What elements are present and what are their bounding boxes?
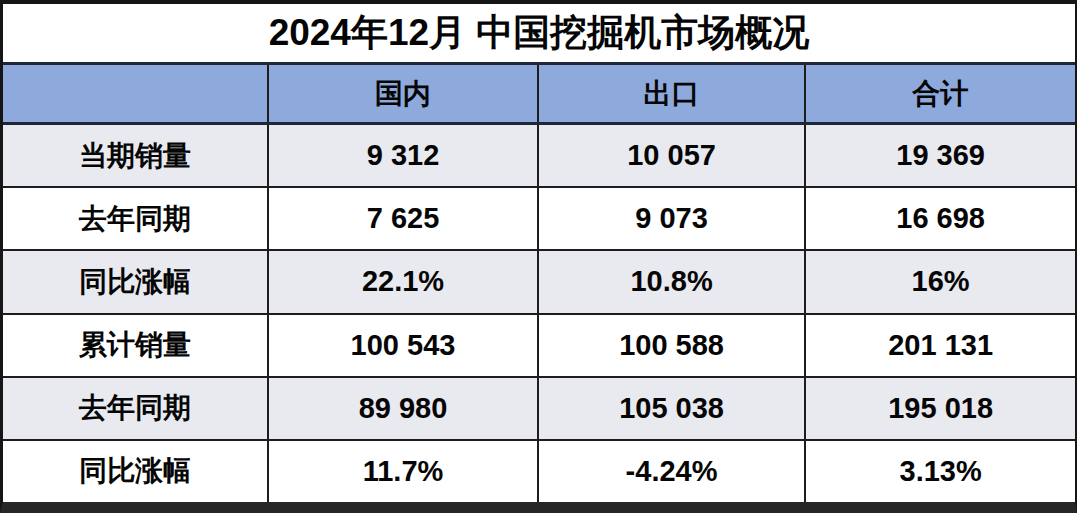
- table-row-yoy-change: 同比涨幅 22.1% 10.8% 16%: [3, 249, 1075, 312]
- column-header-domestic: 国内: [267, 65, 537, 122]
- table-row-current-sales: 当期销量 9 312 10 057 19 369: [3, 125, 1075, 186]
- screenshot-stage: 2024年12月 中国挖掘机市场概况 国内 出口 合计 当期销量 9 312 1…: [0, 0, 1080, 513]
- table-cell: 16%: [804, 251, 1075, 312]
- table-cell: 201 131: [804, 315, 1075, 376]
- table-cell: 100 588: [537, 315, 804, 376]
- column-header-blank: [3, 65, 267, 122]
- page-title: 2024年12月 中国挖掘机市场概况: [269, 8, 810, 58]
- table-cell: 22.1%: [267, 251, 537, 312]
- table-cell: -4.24%: [537, 441, 804, 502]
- table-cell: 10.8%: [537, 251, 804, 312]
- table-cell: 19 369: [804, 125, 1075, 186]
- column-header-total: 合计: [804, 65, 1075, 122]
- row-label: 当期销量: [3, 125, 267, 186]
- table-cell: 7 625: [267, 188, 537, 249]
- table-cell: 89 980: [267, 378, 537, 439]
- table-cell: 10 057: [537, 125, 804, 186]
- market-overview-table: 2024年12月 中国挖掘机市场概况 国内 出口 合计 当期销量 9 312 1…: [0, 0, 1077, 513]
- row-label: 同比涨幅: [3, 251, 267, 312]
- table-row-cumulative-yoy-change: 同比涨幅 11.7% -4.24% 3.13%: [3, 439, 1075, 502]
- table-title-row: 2024年12月 中国挖掘机市场概况: [3, 4, 1075, 62]
- table-cell: 9 312: [267, 125, 537, 186]
- row-label: 去年同期: [3, 378, 267, 439]
- table-cell: 11.7%: [267, 441, 537, 502]
- row-label: 同比涨幅: [3, 441, 267, 502]
- table-row-cumulative-sales: 累计销量 100 543 100 588 201 131: [3, 313, 1075, 376]
- column-header-export: 出口: [537, 65, 804, 122]
- table-cell: 100 543: [267, 315, 537, 376]
- table-header-row: 国内 出口 合计: [3, 62, 1075, 125]
- table-row-last-year-cumulative: 去年同期 89 980 105 038 195 018: [3, 376, 1075, 439]
- table-cell: 105 038: [537, 378, 804, 439]
- table-cell: 9 073: [537, 188, 804, 249]
- row-label: 累计销量: [3, 315, 267, 376]
- table-cell: 16 698: [804, 188, 1075, 249]
- table-cell: 195 018: [804, 378, 1075, 439]
- table-row-last-year-period: 去年同期 7 625 9 073 16 698: [3, 186, 1075, 249]
- table-cell: 3.13%: [804, 441, 1075, 502]
- row-label: 去年同期: [3, 188, 267, 249]
